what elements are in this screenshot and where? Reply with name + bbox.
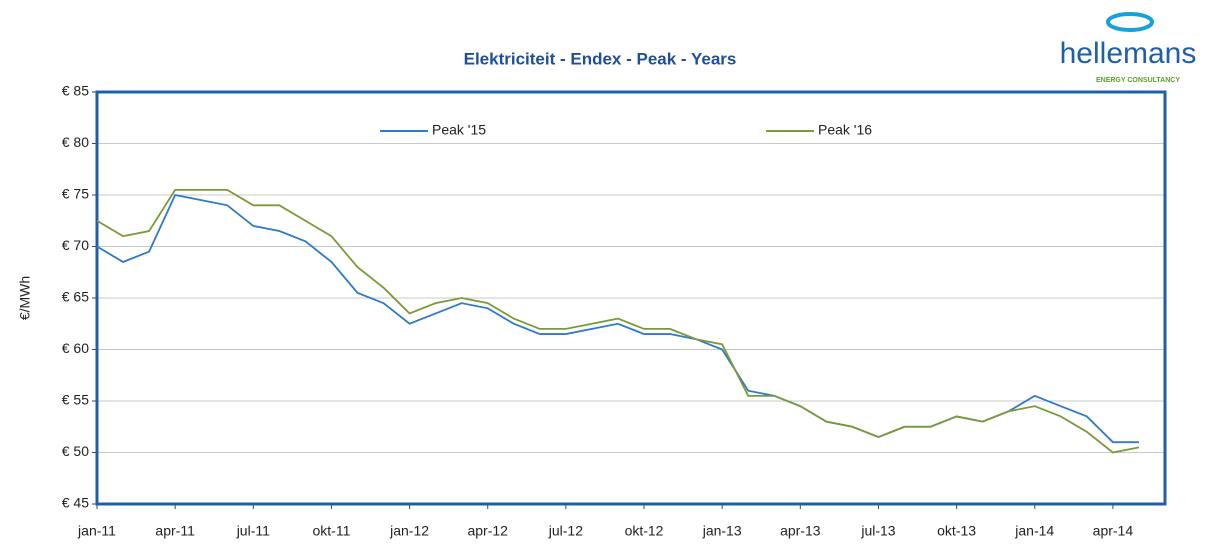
x-tick-label: apr-12 xyxy=(467,523,508,539)
x-tick-label: okt-12 xyxy=(625,523,664,539)
logo-tagline: ENERGY CONSULTANCY xyxy=(1096,77,1180,84)
logo: hellemans ENERGY CONSULTANCY xyxy=(1060,12,1197,84)
x-tick-label: jul-11 xyxy=(236,523,270,539)
y-tick-label: € 65 xyxy=(62,289,89,305)
x-tick-label: apr-13 xyxy=(780,523,821,539)
x-tick-label: okt-13 xyxy=(937,523,976,539)
x-tick-label: okt-11 xyxy=(313,523,351,539)
legend-label: Peak '16 xyxy=(818,122,872,138)
y-axis-label: €/MWh xyxy=(17,276,33,320)
logo-swoosh xyxy=(1106,12,1154,32)
x-tick-label: jan-14 xyxy=(1014,523,1054,539)
y-tick-label: € 45 xyxy=(62,495,89,511)
x-tick-label: apr-14 xyxy=(1093,523,1134,539)
logo-name: hellemans xyxy=(1060,37,1197,70)
line-series xyxy=(96,188,1140,454)
x-tick-label: apr-11 xyxy=(155,523,195,539)
legend-label: Peak '15 xyxy=(432,122,486,138)
y-tick-label: € 75 xyxy=(62,186,89,202)
x-tick-label: jan-11 xyxy=(77,523,116,539)
y-tick-label: € 80 xyxy=(62,134,89,150)
x-tick-label: jul-12 xyxy=(548,523,583,539)
chart-title: Elektriciteit - Endex - Peak - Years xyxy=(464,49,737,68)
y-tick-label: € 55 xyxy=(62,392,89,408)
y-tick-label: € 60 xyxy=(62,340,89,356)
y-tick-label: € 70 xyxy=(62,237,89,253)
plot-border xyxy=(95,90,1167,506)
x-tick-label: jan-13 xyxy=(702,523,742,539)
y-tick-label: € 50 xyxy=(62,443,89,459)
x-tick-label: jan-12 xyxy=(389,523,429,539)
y-tick-label: € 85 xyxy=(62,83,89,99)
x-tick-label: jul-13 xyxy=(860,523,895,539)
